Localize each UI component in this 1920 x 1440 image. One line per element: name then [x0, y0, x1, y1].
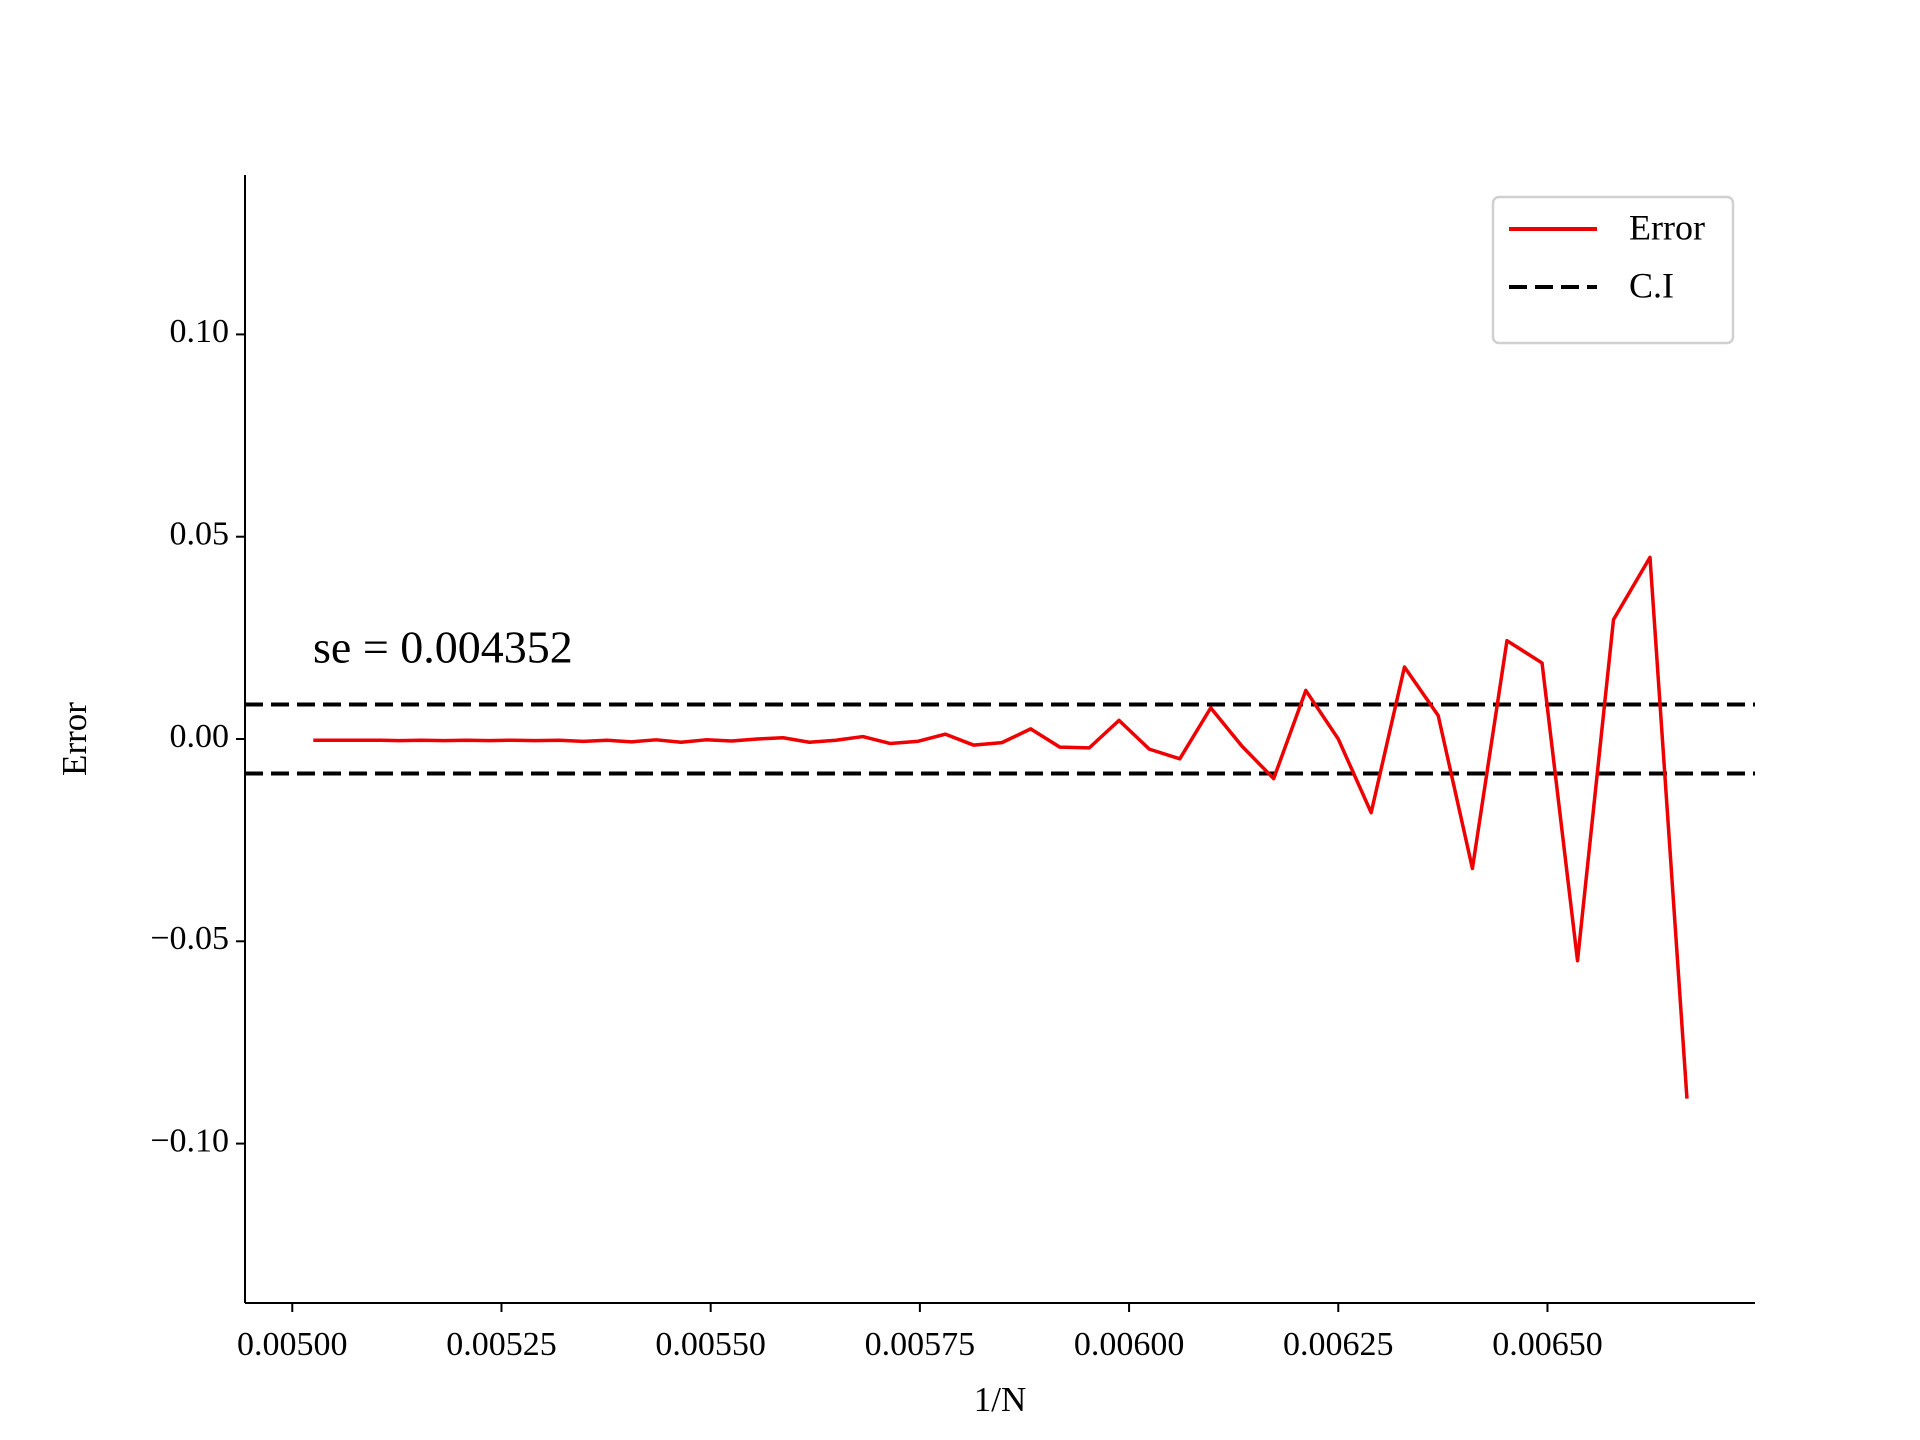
legend-label: C.I [1629, 265, 1674, 305]
x-tick-label: 0.00650 [1492, 1326, 1603, 1363]
x-tick-label: 0.00550 [655, 1326, 766, 1363]
y-axis-label: Error [55, 702, 94, 776]
y-tick-label: −0.10 [150, 1122, 229, 1159]
y-tick-label: 0.10 [170, 313, 230, 350]
x-tick-label: 0.00525 [446, 1326, 557, 1363]
y-tick-label: −0.05 [150, 920, 229, 957]
y-tick-label: 0.00 [170, 718, 230, 755]
legend-label: Error [1629, 207, 1705, 247]
legend-box [1491, 195, 1735, 345]
x-tick-label: 0.00625 [1283, 1326, 1394, 1363]
x-tick-label: 0.00500 [237, 1326, 348, 1363]
annotation: se = 0.004352 [313, 622, 573, 673]
x-tick-label: 0.00600 [1074, 1326, 1185, 1363]
error-line [313, 555, 1689, 1099]
x-tick-label: 0.00575 [865, 1326, 976, 1363]
x-axis-label: 1/N [974, 1380, 1027, 1419]
y-tick-label: 0.05 [170, 516, 230, 553]
